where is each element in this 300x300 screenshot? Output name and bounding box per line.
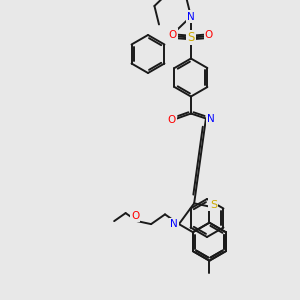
Text: N: N: [207, 113, 215, 124]
Text: N: N: [187, 11, 195, 22]
Text: O: O: [131, 211, 139, 221]
Text: O: O: [169, 29, 177, 40]
Text: S: S: [187, 31, 195, 44]
Text: S: S: [210, 200, 217, 209]
Text: N: N: [170, 219, 178, 229]
Text: O: O: [168, 115, 176, 124]
Text: O: O: [205, 29, 213, 40]
